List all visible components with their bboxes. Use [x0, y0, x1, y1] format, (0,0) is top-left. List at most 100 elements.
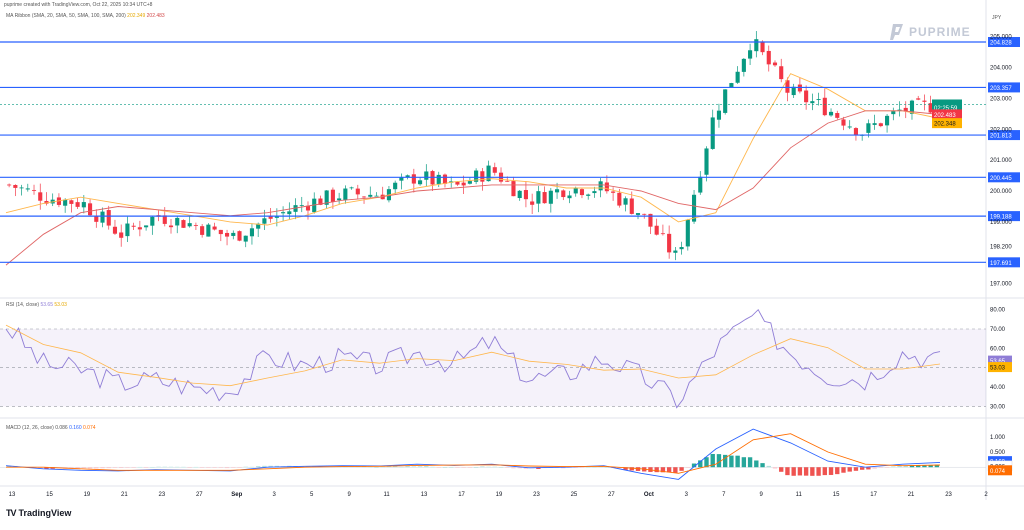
- macd-hist-bar: [517, 467, 522, 469]
- candle-body: [909, 100, 915, 114]
- level-label: 201.813: [990, 134, 1012, 140]
- candle-body: [249, 228, 255, 237]
- macd-hist-bar: [617, 467, 622, 469]
- rsi-legend-name: RSI (14, close): [6, 302, 40, 308]
- candles-group: [7, 31, 939, 261]
- macd-hist-bar: [81, 467, 87, 469]
- x-tick-label: 21: [121, 492, 128, 498]
- macd-hist-bar: [218, 467, 223, 468]
- candle-body: [442, 174, 448, 184]
- x-tick-label: 23: [159, 492, 166, 498]
- macd-hist-bar: [368, 466, 373, 468]
- rsi-tick-label: 80.00: [990, 308, 1006, 314]
- macd-hist-bar: [206, 467, 211, 468]
- candle-body: [13, 185, 18, 188]
- candle-body: [623, 198, 628, 205]
- macd-hist-bar: [411, 466, 417, 468]
- macd-hist-bar: [268, 465, 273, 468]
- level-tag: [988, 257, 1020, 268]
- macd-hist-bar: [143, 467, 149, 468]
- macd-hist-bar: [199, 467, 205, 468]
- macd-tag: [988, 465, 1012, 476]
- macd-hist-bar: [841, 467, 846, 473]
- level-tag: [988, 37, 1020, 48]
- candle-body: [19, 187, 24, 189]
- candle-body: [698, 176, 703, 193]
- x-tick-label: 9: [347, 492, 351, 498]
- macd-hist-bar: [75, 467, 80, 469]
- candle-body: [25, 188, 30, 190]
- candle-body: [212, 226, 217, 230]
- macd-hist-bar: [872, 467, 877, 469]
- candle-body: [492, 167, 497, 173]
- candle-body: [511, 181, 516, 197]
- macd-hist-bar: [698, 460, 703, 468]
- macd-hist-bar: [797, 467, 803, 476]
- candle-body: [847, 126, 852, 128]
- macd-hist-bar: [498, 467, 504, 468]
- rsi-tick-label: 70.00: [990, 327, 1006, 333]
- macd-hist-bar: [903, 466, 908, 468]
- candle-body: [355, 188, 360, 195]
- macd-hist-bar: [853, 467, 859, 471]
- macd-hist-bar: [480, 466, 485, 468]
- rsi-legend[interactable]: RSI (14, close) 53.65 53.03: [6, 302, 67, 308]
- macd-hist-bar: [125, 467, 130, 468]
- puprime-logo: PUPRIME: [890, 22, 971, 42]
- macd-hist-bar: [592, 466, 597, 468]
- candle-body: [903, 107, 908, 112]
- macd-hist-bar: [629, 467, 634, 471]
- level-label: 199.188: [990, 215, 1012, 221]
- macd-hist-bar: [224, 467, 230, 469]
- candle-body: [63, 199, 68, 206]
- candle-body: [791, 86, 796, 96]
- macd-hist-bar: [729, 455, 734, 468]
- candle-body: [411, 174, 416, 184]
- ma-ribbon-legend[interactable]: MA Ribbon (SMA, 20, SMA, 50, SMA, 100, S…: [6, 13, 165, 19]
- macd-hist-bar: [511, 467, 516, 469]
- candle-body: [69, 200, 74, 204]
- candle-body: [536, 191, 541, 204]
- candle-body: [368, 194, 373, 197]
- candle-body: [125, 223, 130, 237]
- x-tick-label: 2: [984, 492, 988, 498]
- price-tick-label: 198.200: [990, 245, 1012, 251]
- macd-hist-bar: [442, 467, 448, 468]
- tradingview-brand[interactable]: TV TradingView: [6, 508, 71, 518]
- macd-hist-bar: [859, 467, 865, 470]
- candle-body: [642, 213, 647, 215]
- candle-body: [231, 232, 236, 236]
- candle-body: [405, 175, 410, 178]
- macd-hist-bar: [884, 467, 890, 468]
- price-tick-label: 205.000: [990, 35, 1012, 41]
- candle-body: [206, 224, 211, 237]
- macd-hist-bar: [237, 467, 242, 468]
- macd-hist-bar: [766, 465, 771, 468]
- candle-body: [318, 198, 323, 205]
- candle-body: [704, 148, 709, 175]
- x-tick-label: 27: [608, 492, 615, 498]
- macd-hist-bar: [455, 467, 460, 468]
- price-tick-label: 199.000: [990, 220, 1012, 226]
- price-tag-label: 02:25:59: [934, 106, 958, 112]
- macd-hist-bar: [94, 467, 99, 469]
- macd-legend[interactable]: MACD (12, 26, close) 0.086 0.160 0.074: [6, 425, 96, 431]
- macd-hist-bar: [69, 467, 74, 469]
- price-tag: [932, 102, 962, 113]
- candle-body: [598, 181, 603, 191]
- macd-hist-bar: [847, 467, 852, 472]
- rsi-tag: [988, 355, 1012, 366]
- candle-body: [561, 190, 566, 198]
- macd-hist-bar: [187, 467, 192, 468]
- macd-hist-bar: [679, 467, 684, 471]
- candle-body: [343, 188, 348, 200]
- candle-body: [299, 205, 304, 206]
- level-tag: [988, 82, 1020, 93]
- macd-hist-bar: [928, 465, 933, 468]
- macd-hist-bar: [816, 467, 821, 476]
- price-tick-label: 203.000: [990, 96, 1012, 102]
- candle-body: [586, 194, 591, 196]
- macd-hist-bar: [604, 467, 610, 468]
